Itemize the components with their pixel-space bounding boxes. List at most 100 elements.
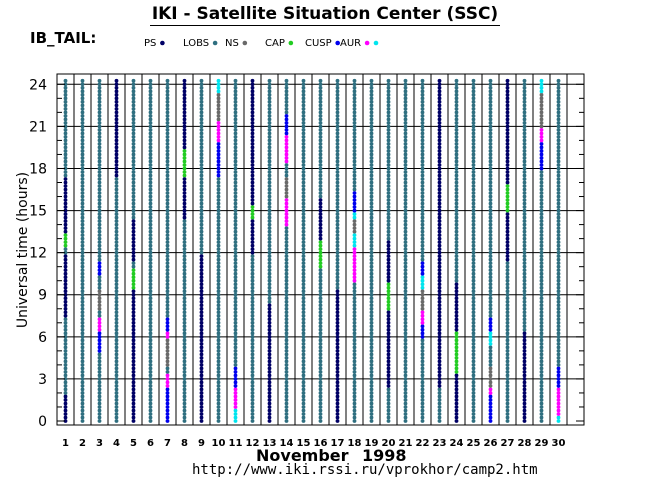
data-point-lobs	[335, 212, 340, 216]
data-point-lobs	[369, 355, 374, 360]
data-point-lobs	[454, 99, 459, 104]
data-point-lobs	[284, 377, 289, 381]
data-point-lobs	[505, 324, 510, 329]
data-point-lobs	[488, 124, 493, 129]
data-point-lobs	[80, 198, 85, 202]
data-point-ns	[539, 110, 544, 115]
data-point-ps	[505, 138, 510, 143]
data-point-lobs	[352, 299, 357, 304]
data-point-lobs	[471, 152, 476, 157]
data-point-lobs	[284, 387, 289, 392]
data-point-lobs	[454, 135, 459, 139]
data-point-ps	[114, 127, 119, 132]
data-point-ps	[437, 254, 442, 259]
data-point-lobs	[488, 306, 493, 311]
data-point-ps	[199, 264, 204, 269]
data-point-lobs	[216, 275, 221, 280]
data-point-ps	[335, 296, 340, 301]
data-point-ps	[454, 296, 459, 301]
data-point-lobs	[403, 405, 408, 409]
data-point-lobs	[403, 124, 408, 129]
data-point-lobs	[97, 412, 102, 416]
data-point-transit	[488, 334, 493, 339]
data-point-lobs	[199, 236, 204, 241]
data-point-lobs	[97, 362, 102, 367]
data-point-ps	[250, 78, 255, 83]
data-point-lobs	[539, 331, 544, 336]
data-point-cap	[63, 243, 68, 248]
data-point-ps	[505, 120, 510, 125]
data-point-lobs	[369, 317, 374, 322]
data-point-ps	[131, 331, 136, 336]
data-point-ns	[165, 345, 170, 350]
data-point-lobs	[148, 285, 153, 290]
data-point-lobs	[216, 177, 221, 181]
data-point-lobs	[556, 145, 561, 150]
data-point-lobs	[114, 236, 119, 241]
data-point-lobs	[301, 250, 306, 255]
data-point-lobs	[284, 398, 289, 402]
data-point-ps	[131, 380, 136, 385]
data-point-ps	[114, 82, 119, 87]
data-point-ps	[437, 159, 442, 164]
data-point-lobs	[488, 359, 493, 364]
data-point-ps	[182, 191, 187, 195]
data-point-ps	[182, 201, 187, 206]
x-axis-year-label: 1998	[362, 446, 407, 465]
data-point-lobs	[284, 78, 289, 83]
data-point-ps	[114, 99, 119, 104]
data-point-ps	[199, 306, 204, 311]
data-point-ns	[539, 103, 544, 108]
data-point-lobs	[471, 99, 476, 104]
data-point-lobs	[420, 113, 425, 118]
data-point-ps	[505, 215, 510, 220]
data-point-aur	[556, 387, 561, 392]
data-point-lobs	[539, 268, 544, 273]
data-point-ps	[522, 366, 527, 371]
legend-label-cusp: CUSP	[305, 38, 332, 49]
data-point-lobs	[97, 113, 102, 118]
data-point-ps	[182, 78, 187, 83]
data-point-lobs	[454, 264, 459, 269]
data-point-lobs	[369, 264, 374, 269]
data-point-lobs	[182, 352, 187, 357]
data-point-ps	[386, 380, 391, 385]
data-point-lobs	[182, 394, 187, 399]
data-point-lobs	[471, 85, 476, 90]
data-point-lobs	[318, 275, 323, 280]
data-point-lobs	[80, 264, 85, 269]
data-point-lobs	[454, 215, 459, 220]
data-point-ps	[505, 229, 510, 234]
data-point-lobs	[556, 310, 561, 315]
data-point-ps	[505, 163, 510, 167]
data-point-lobs	[267, 124, 272, 129]
data-point-cap	[386, 296, 391, 301]
data-point-lobs	[267, 180, 272, 185]
data-point-lobs	[80, 194, 85, 199]
data-point-lobs	[539, 408, 544, 413]
data-point-lobs	[97, 278, 102, 283]
data-point-ps	[505, 145, 510, 150]
data-point-lobs	[250, 391, 255, 395]
data-point-ps	[454, 320, 459, 325]
data-point-lobs	[522, 124, 527, 129]
data-point-lobs	[335, 278, 340, 283]
data-point-cusp	[488, 317, 493, 322]
data-point-aur	[556, 398, 561, 402]
data-point-lobs	[301, 348, 306, 353]
data-point-lobs	[318, 317, 323, 322]
data-point-lobs	[165, 306, 170, 311]
data-point-ps	[505, 226, 510, 230]
data-point-lobs	[148, 310, 153, 315]
data-point-lobs	[114, 194, 119, 199]
data-point-lobs	[131, 89, 136, 94]
data-point-lobs	[165, 163, 170, 167]
data-point-lobs	[556, 198, 561, 202]
data-point-ps	[63, 271, 68, 276]
data-point-lobs	[352, 338, 357, 343]
data-point-lobs	[539, 317, 544, 322]
data-point-lobs	[318, 384, 323, 388]
data-point-lobs	[267, 247, 272, 252]
source-url[interactable]: http://www.iki.rssi.ru/vprokhor/camp2.ht…	[192, 462, 538, 478]
data-point-lobs	[97, 163, 102, 167]
